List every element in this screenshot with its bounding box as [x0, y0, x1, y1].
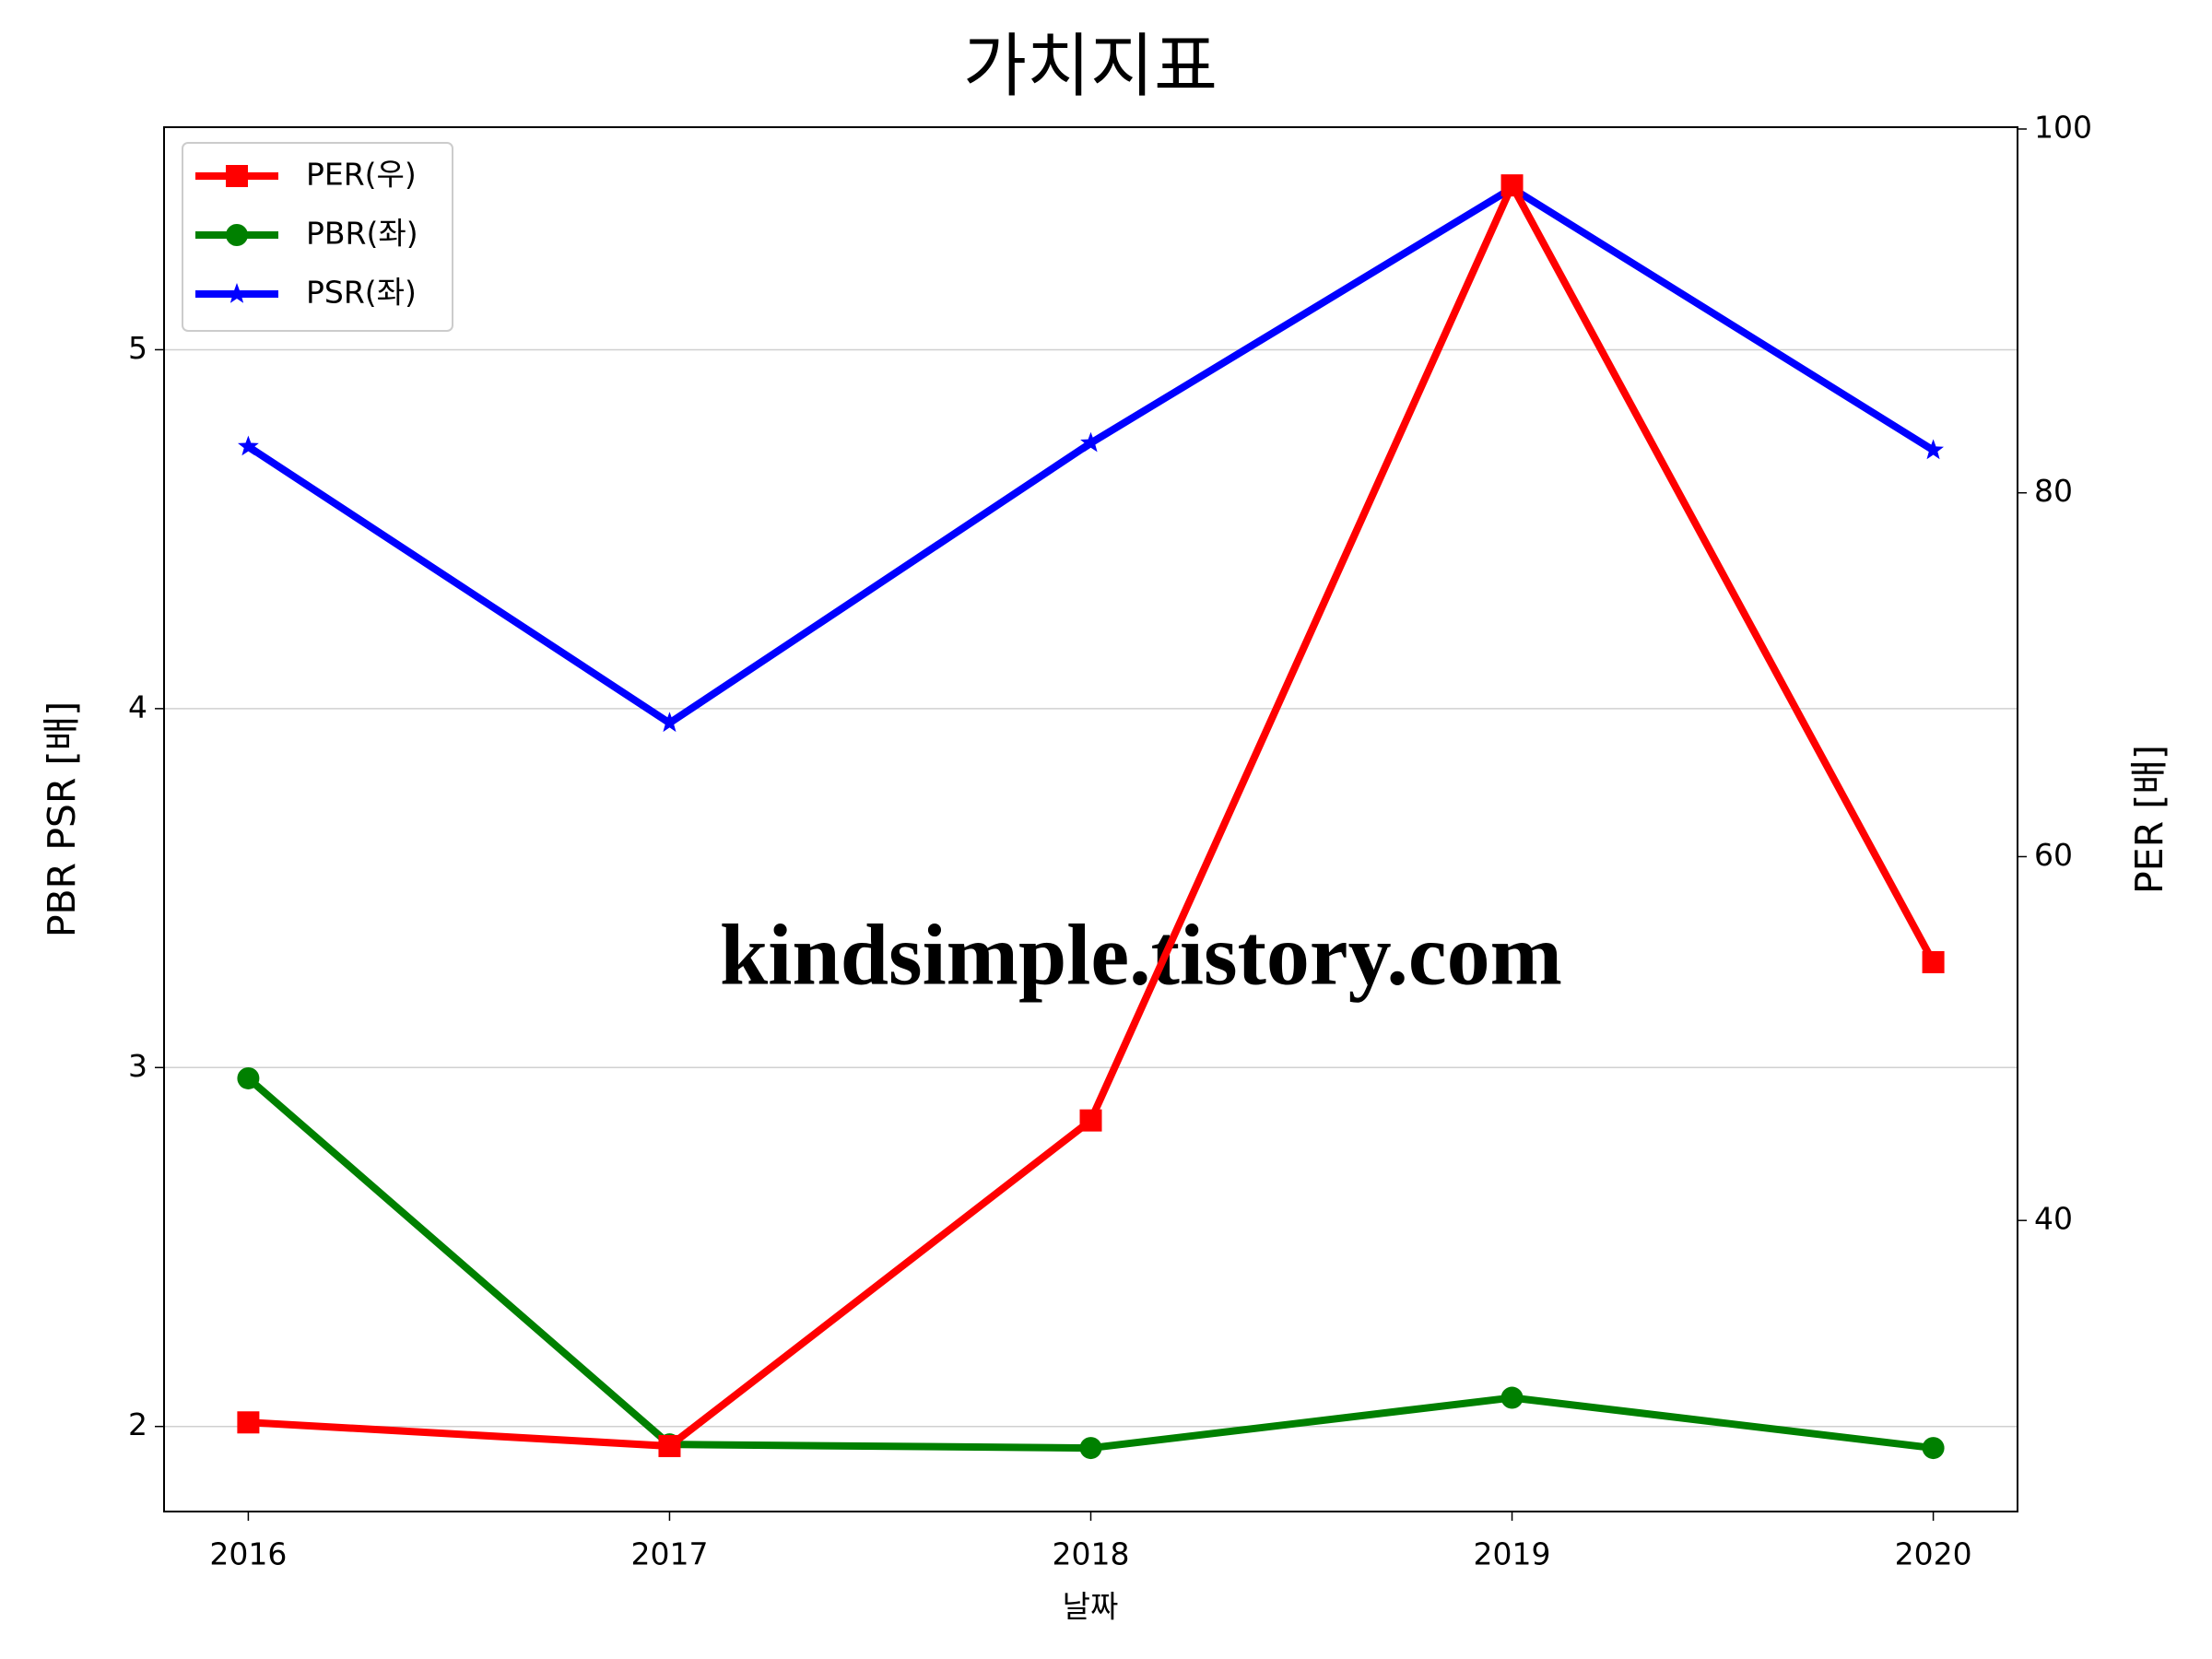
marker [1079, 1109, 1102, 1132]
marker [659, 712, 680, 733]
x-axis-label: 날짜 [1063, 1589, 1119, 1625]
y2-tick-label: 60 [2034, 837, 2073, 873]
y2-tick-label: 100 [2034, 109, 2092, 145]
legend-marker [226, 165, 248, 187]
x-tick-label: 2018 [1053, 1536, 1130, 1572]
y2-tick-label: 80 [2034, 473, 2073, 509]
x-tick-label: 2016 [209, 1536, 287, 1572]
watermark: kindsimple.tistory.com [720, 908, 1562, 1004]
y2-axis-label: PER [배] [2127, 745, 2171, 894]
legend-label: PBR(좌) [306, 216, 418, 252]
marker [238, 435, 259, 456]
legend-marker [226, 283, 248, 303]
marker [237, 1066, 260, 1089]
x-tick-label: 2020 [1895, 1536, 1972, 1572]
plot-frame [163, 126, 2018, 1512]
marker [658, 1434, 681, 1457]
marker [1923, 439, 1944, 460]
y-axis-label: PBR PSR [배] [40, 701, 84, 937]
y2-tick-label: 40 [2034, 1201, 2073, 1237]
marker [1080, 431, 1101, 453]
marker [1500, 1386, 1524, 1409]
y-tick-label: 2 [128, 1406, 147, 1442]
marker [1922, 950, 1945, 973]
legend-box [182, 142, 453, 332]
marker [1500, 174, 1524, 197]
legend-label: PER(우) [306, 157, 417, 193]
marker [237, 1411, 260, 1434]
chart-title: 가치지표 [963, 26, 1218, 107]
legend-label: PSR(좌) [306, 275, 417, 311]
x-tick-label: 2017 [630, 1536, 708, 1572]
y-tick-label: 4 [128, 688, 147, 724]
y-tick-label: 5 [128, 330, 147, 366]
legend-marker [226, 224, 248, 246]
x-tick-label: 2019 [1474, 1536, 1551, 1572]
legend: PER(우) PBR(좌) PSR(좌) [182, 142, 453, 332]
y-tick-label: 3 [128, 1048, 147, 1084]
marker [1079, 1437, 1102, 1460]
marker [1922, 1437, 1945, 1460]
series [237, 174, 1945, 1457]
